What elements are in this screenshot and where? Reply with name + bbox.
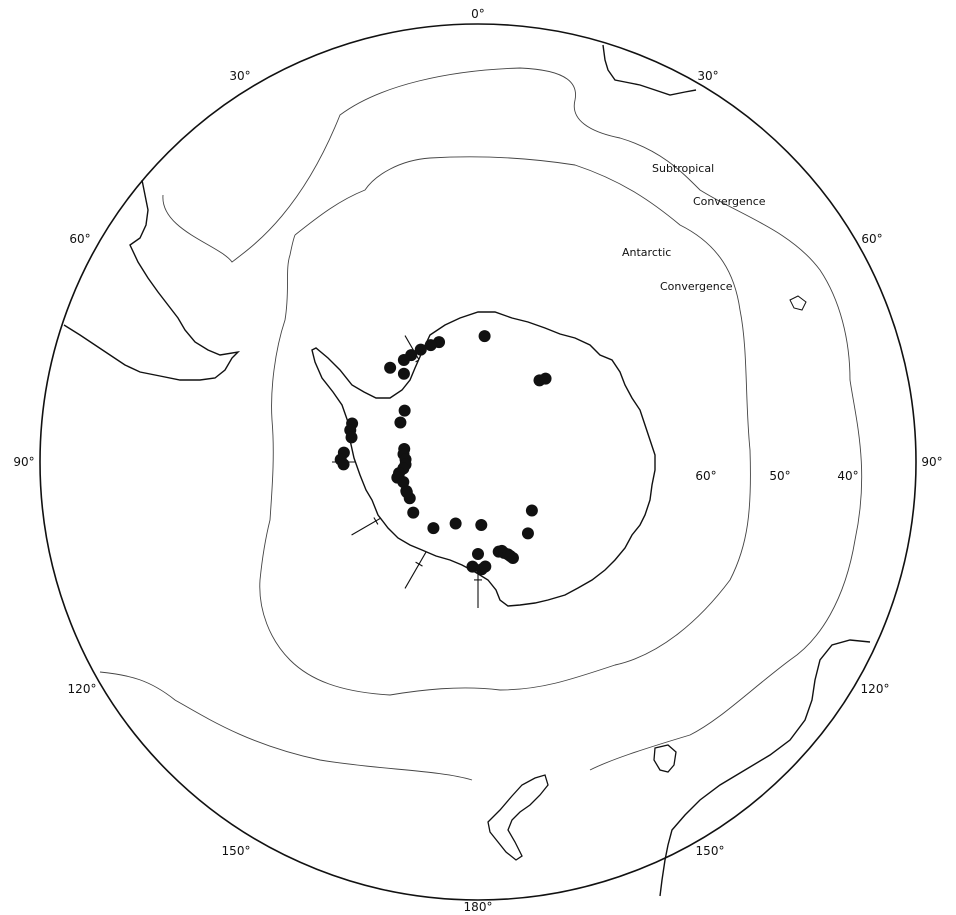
- longitude-label-120w: 120°: [68, 682, 97, 696]
- longitude-label-60e: 60°: [861, 232, 882, 246]
- longitude-label-90e: 90°: [921, 455, 942, 469]
- south-america-coast: [63, 179, 241, 381]
- station-point: [506, 552, 519, 565]
- station-point: [449, 517, 462, 530]
- latitude-label-60: 60°: [695, 469, 716, 483]
- longitude-label-150e: 150°: [696, 844, 725, 858]
- longitude-label-180: 180°: [464, 900, 493, 914]
- longitude-label-30w: 30°: [229, 69, 250, 83]
- latitude-label-50: 50°: [769, 469, 790, 483]
- station-point: [397, 367, 410, 380]
- station-point: [479, 560, 492, 573]
- station-point: [407, 506, 420, 519]
- antarctica-landmass: [311, 311, 656, 607]
- subtropical-convergence-line: [99, 67, 863, 781]
- latitude-tick: [415, 561, 423, 567]
- new-zealand-islands: [487, 774, 549, 861]
- station-point: [475, 518, 488, 531]
- station-point: [397, 353, 410, 366]
- station-point: [472, 548, 484, 561]
- station-points: [334, 330, 552, 576]
- station-point: [398, 404, 411, 417]
- antarctic-convergence-label: Convergence: [660, 280, 733, 293]
- station-point: [394, 416, 407, 429]
- station-point: [424, 339, 437, 352]
- longitude-label-60w: 60°: [69, 232, 90, 246]
- tasmania-island: [653, 744, 677, 773]
- station-point: [466, 560, 479, 573]
- station-point: [337, 458, 350, 471]
- map-boundary-circle: [39, 23, 917, 901]
- latitude-tick: [373, 517, 379, 525]
- australia-coast: [659, 639, 871, 897]
- longitude-label-30e: 30°: [697, 69, 718, 83]
- antarctic-convergence-line: [259, 156, 751, 696]
- station-point: [525, 504, 538, 517]
- station-point: [427, 522, 440, 535]
- station-point: [384, 361, 397, 374]
- antarctic-label: Antarctic: [622, 246, 671, 259]
- subtropical-label: Subtropical: [652, 162, 714, 175]
- longitude-label-120e: 120°: [861, 682, 890, 696]
- station-point: [539, 372, 552, 385]
- africa-coast: [602, 44, 697, 96]
- station-point: [521, 527, 534, 540]
- kerguelen-island: [789, 295, 807, 311]
- longitude-label-0: 0°: [471, 7, 485, 21]
- latitude-label-40: 40°: [837, 469, 858, 483]
- station-point: [345, 431, 358, 444]
- station-point: [478, 330, 491, 343]
- longitude-label-90w: 90°: [13, 455, 34, 469]
- longitude-label-150w: 150°: [222, 844, 251, 858]
- subtropical-convergence-label: Convergence: [693, 195, 766, 208]
- station-point: [400, 486, 413, 499]
- station-point: [414, 343, 427, 356]
